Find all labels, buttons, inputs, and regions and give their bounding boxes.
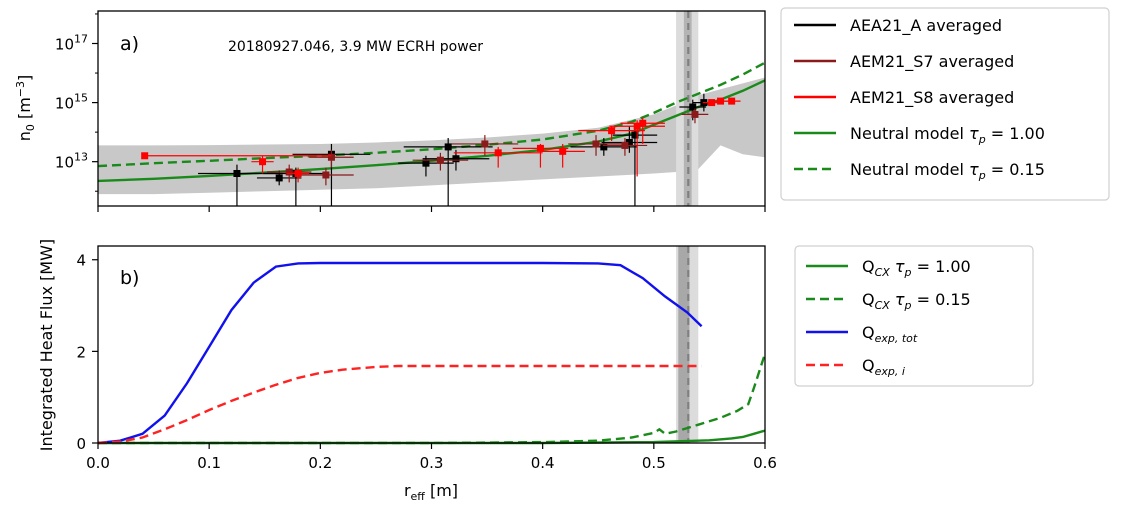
marker (285, 168, 293, 176)
marker (717, 97, 725, 105)
panel-a-legend-box (780, 7, 1110, 201)
panel-b-ylabel: Integrated Heat Flux [MW] (37, 239, 56, 451)
panel-a-ytick-label: 1017 (55, 33, 88, 54)
data-point-aem21-s7 (412, 152, 469, 171)
data-point-aem21-s7 (602, 138, 648, 156)
panel-b-xtick-label: 0.0 (86, 454, 110, 472)
panel-a-ylabel-unit-sup: −3 (14, 81, 27, 97)
panel-b-ytick-label: 0 (76, 435, 86, 453)
marker (708, 99, 716, 107)
panel-a-legend-label: AEM21_S7 averaged (850, 52, 1014, 72)
panel-a-ylabel: n0 [m−3] (14, 75, 37, 142)
marker (422, 159, 430, 167)
panel-b-legend-box (794, 245, 1034, 387)
data-point-aem21-s7 (309, 149, 354, 168)
marker (141, 152, 149, 160)
panel-b-label: b) (120, 267, 139, 289)
panel-b-legend-label: Qexp, i (862, 356, 905, 378)
panel-b-legend: QCX τp = 1.00 QCX τp = 0.15 Qexp, tot Qexp,… (794, 245, 1034, 387)
panel-b-xlabel-main: r (404, 481, 411, 500)
data-point-aem21-s7 (298, 167, 354, 186)
panel-b-xlabel-unit: [m] (425, 481, 458, 500)
marker (559, 147, 567, 155)
data-point-aem21-s8 (512, 143, 569, 168)
marker (444, 143, 452, 151)
panel-b-xtick-label: 0.4 (531, 454, 555, 472)
panel-a-legend-label: AEA21_A averaged (850, 16, 1002, 36)
marker (327, 153, 335, 161)
marker (633, 122, 641, 130)
panel-a-ytick-label: 1013 (55, 151, 88, 172)
panel-b-xtick-label: 0.1 (197, 454, 221, 472)
q-exp-tot-line (97, 261, 703, 445)
panel-b-chart: 0.0 0.1 0.2 0.3 0.4 0.5 0.6 0 2 4 b) Integrated H… (37, 239, 777, 503)
marker (494, 149, 502, 157)
marker (631, 131, 639, 139)
marker (259, 158, 267, 166)
panel-a-ylabel-unit: [m (15, 97, 34, 124)
panel-b-xlabel: reff [m] (404, 481, 458, 503)
data-point-aem21-s8 (286, 167, 310, 183)
marker (625, 138, 633, 146)
marker (233, 170, 241, 177)
panel-a-ytick-label: 1015 (55, 92, 88, 113)
marker (322, 171, 330, 179)
marker (436, 156, 444, 164)
panel-b-xlabel-sub: eff (411, 490, 426, 503)
data-point-aea21-a (612, 123, 658, 206)
panel-b-legend-label: QCX τp = 0.15 (862, 290, 971, 312)
data-point-aea21-a (403, 138, 493, 206)
marker (536, 144, 544, 152)
panel-a-chart: 1013 1015 1017 a) 20180927.046, 3.9 MW ECR… (14, 10, 766, 212)
marker (452, 155, 460, 163)
panel-a-legend-label: Neutral model τp = 0.15 (850, 160, 1045, 182)
panel-b-ytick-label: 4 (76, 252, 86, 270)
data-point-aem21-s8 (540, 143, 585, 168)
panel-a-legend-label: Neutral model τp = 1.00 (850, 124, 1045, 146)
marker (600, 143, 608, 151)
panel-b-legend-label: QCX τp = 1.00 (862, 257, 971, 279)
marker (639, 119, 647, 127)
marker (621, 141, 629, 149)
marker (608, 127, 616, 135)
panel-a-legend-label: AEM21_S8 averaged (850, 88, 1014, 108)
data-point-aem21-s8 (620, 117, 665, 144)
data-point-aem21-s7 (568, 135, 624, 156)
panel-a-model-line-tau-0-15 (97, 61, 766, 168)
data-point-aem21-s8 (609, 120, 665, 177)
panel-b-frame (97, 245, 766, 444)
svg-text:n0 [m−3]: n0 [m−3] (14, 75, 37, 142)
marker (689, 103, 697, 111)
panel-a-ylabel-sub: 0 (24, 124, 37, 131)
qcx-tau-1-00-line (98, 429, 766, 445)
panel-b-xtick-label: 0.2 (308, 454, 332, 472)
marker (294, 170, 302, 177)
marker (481, 140, 489, 148)
panel-b-xtick-label: 0.6 (753, 454, 777, 472)
marker (728, 97, 736, 105)
data-point-aem21-s8 (578, 126, 645, 141)
q-exp-i-line (97, 364, 702, 445)
data-point-aem21-s8 (251, 155, 274, 174)
panel-b-lcfs-inner-band (678, 246, 690, 443)
panel-b-xtick-label: 0.3 (420, 454, 444, 472)
panel-b-xtick-label: 0.5 (642, 454, 666, 472)
panel-a-label: a) (120, 33, 139, 55)
data-point-aem21-s8 (141, 152, 332, 160)
panel-b-ytick-label: 2 (76, 343, 86, 361)
marker (275, 174, 283, 182)
marker (691, 110, 699, 118)
marker (592, 140, 600, 148)
data-point-aem21-s7 (681, 108, 709, 124)
panel-a-ylabel-unit-close: ] (15, 75, 34, 81)
data-point-aem21-s8 (453, 146, 543, 168)
panel-a-legend: AEA21_A averaged AEM21_S7 averaged AEM21_S… (780, 7, 1110, 201)
data-point-aem21-s8 (722, 97, 741, 105)
panel-b-legend-label: Qexp, tot (862, 323, 918, 345)
panel-a-ylabel-main: n (15, 131, 34, 141)
panel-a-annotation: 20180927.046, 3.9 MW ECRH power (228, 39, 483, 55)
